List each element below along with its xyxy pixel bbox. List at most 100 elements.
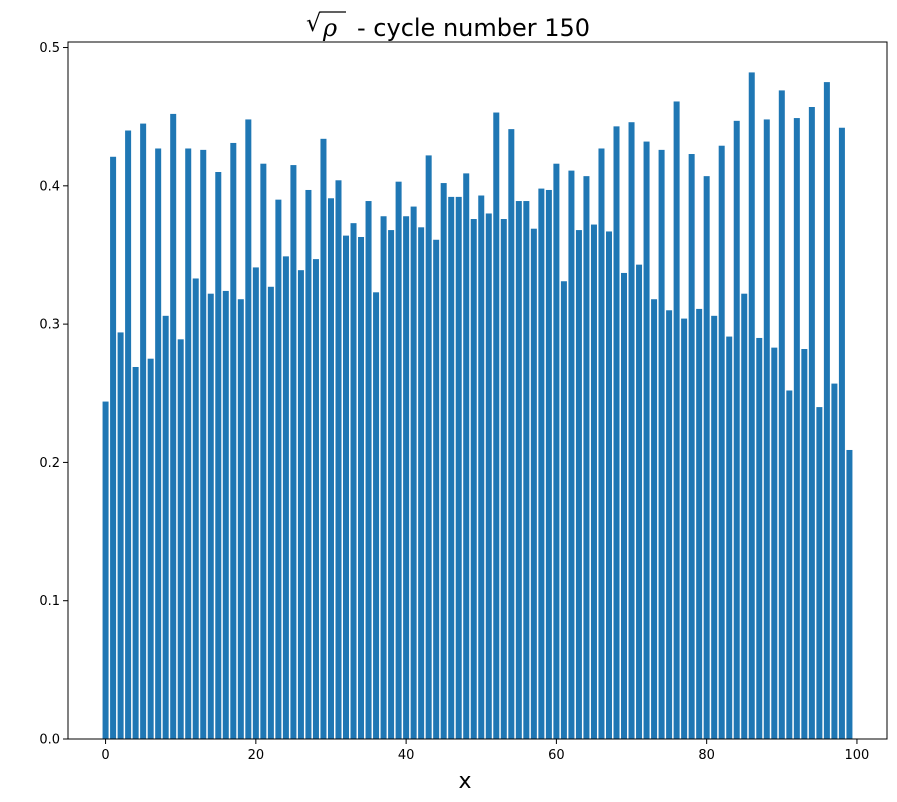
bar-37 <box>380 216 387 739</box>
bar-72 <box>643 141 650 739</box>
bar-41 <box>410 206 417 739</box>
bar-42 <box>418 227 425 739</box>
bar-66 <box>598 148 605 740</box>
bar-38 <box>388 230 395 739</box>
bar-40 <box>403 216 410 739</box>
bar-19 <box>245 119 252 739</box>
bar-28 <box>312 259 319 739</box>
bar-48 <box>463 173 470 739</box>
bar-21 <box>260 163 267 739</box>
bar-10 <box>177 339 184 739</box>
x-tick-label: 80 <box>698 748 715 763</box>
bar-76 <box>673 101 680 740</box>
bar-67 <box>605 231 612 739</box>
bar-1 <box>110 156 117 739</box>
bar-0 <box>102 401 109 739</box>
bar-22 <box>267 286 274 739</box>
bar-39 <box>395 181 402 739</box>
bar-23 <box>275 199 282 739</box>
bar-87 <box>756 337 763 739</box>
bar-57 <box>530 228 537 739</box>
bar-36 <box>373 292 380 739</box>
bar-83 <box>726 336 733 739</box>
y-tick-label: 0.5 <box>39 41 60 56</box>
bar-80 <box>703 176 710 739</box>
x-tick-label: 0 <box>101 748 109 763</box>
y-tick-label: 0.0 <box>39 733 60 748</box>
bar-20 <box>252 267 259 739</box>
bar-85 <box>741 293 748 739</box>
bar-8 <box>162 315 169 739</box>
bar-61 <box>560 281 567 739</box>
bar-3 <box>125 130 132 739</box>
bar-98 <box>838 127 845 740</box>
bar-89 <box>771 347 778 739</box>
bar-60 <box>553 163 560 739</box>
bar-54 <box>508 129 515 740</box>
bar-49 <box>470 219 477 739</box>
y-axis-ticks: 0.0 0.1 0.2 0.3 0.4 0.5 <box>39 41 68 748</box>
bar-44 <box>433 239 440 739</box>
bar-95 <box>816 407 823 739</box>
bars-group <box>102 72 853 740</box>
bar-94 <box>808 107 815 739</box>
bar-47 <box>455 196 462 739</box>
bar-73 <box>651 299 658 739</box>
bar-12 <box>192 278 199 739</box>
bar-93 <box>801 349 808 739</box>
bar-81 <box>711 315 718 739</box>
bar-86 <box>748 72 755 740</box>
title-math-symbol: ρ <box>322 14 337 42</box>
bar-97 <box>831 383 838 739</box>
bar-45 <box>440 183 447 739</box>
chart-title: √ ρ - cycle number 150 <box>306 9 590 42</box>
bar-46 <box>448 196 455 739</box>
bar-35 <box>365 201 372 740</box>
title-sqrt-symbol: √ <box>306 9 322 37</box>
bar-53 <box>500 219 507 739</box>
bar-71 <box>636 264 643 739</box>
bar-62 <box>568 170 575 740</box>
bar-34 <box>358 236 365 740</box>
bar-2 <box>117 332 124 739</box>
bar-43 <box>425 155 432 739</box>
bar-79 <box>696 308 703 739</box>
bar-84 <box>733 120 740 739</box>
bar-75 <box>666 310 673 739</box>
y-tick-label: 0.1 <box>39 594 60 609</box>
bar-52 <box>493 112 500 739</box>
bar-11 <box>185 148 192 740</box>
bar-27 <box>305 189 312 740</box>
bar-30 <box>327 198 334 739</box>
y-tick-label: 0.4 <box>39 179 60 194</box>
x-tick-label: 40 <box>398 748 415 763</box>
bar-15 <box>215 172 222 739</box>
bar-26 <box>297 270 304 739</box>
bar-16 <box>222 290 229 739</box>
bar-64 <box>583 176 590 739</box>
bar-51 <box>485 213 492 740</box>
bar-18 <box>237 299 244 739</box>
bar-31 <box>335 180 342 740</box>
bar-33 <box>350 223 357 739</box>
bar-14 <box>207 293 214 739</box>
bar-58 <box>538 188 545 740</box>
x-tick-label: 20 <box>248 748 265 763</box>
x-axis-label: x <box>458 769 471 794</box>
bar-17 <box>230 142 237 739</box>
chart-title-text: - cycle number 150 <box>357 14 590 42</box>
x-tick-label: 100 <box>845 748 870 763</box>
bar-92 <box>793 118 800 739</box>
bar-96 <box>823 82 830 740</box>
x-tick-label: 60 <box>548 748 565 763</box>
bar-70 <box>628 122 635 739</box>
bar-56 <box>523 201 530 740</box>
y-tick-label: 0.2 <box>39 456 60 471</box>
bar-90 <box>778 90 785 739</box>
bar-24 <box>282 256 289 739</box>
x-axis-ticks: 0 20 40 60 80 100 <box>101 739 869 763</box>
bar-88 <box>763 119 770 739</box>
y-tick-label: 0.3 <box>39 318 60 333</box>
bar-99 <box>846 449 853 739</box>
